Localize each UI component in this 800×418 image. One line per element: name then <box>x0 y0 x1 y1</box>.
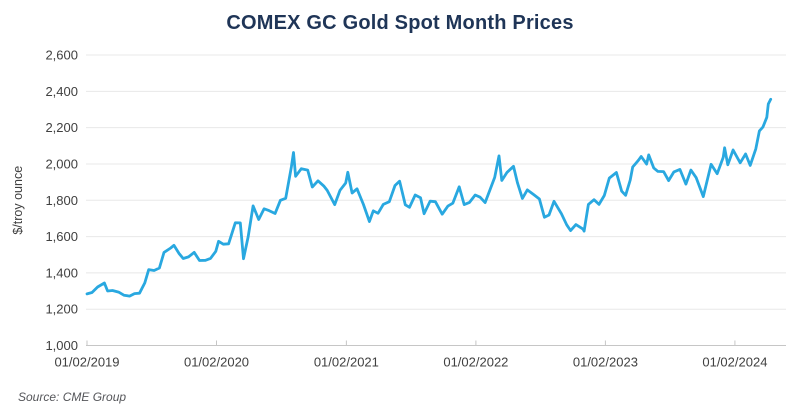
y-tick-label: 2,200 <box>45 120 78 135</box>
y-tick-label: 2,400 <box>45 84 78 99</box>
y-tick-label: 2,600 <box>45 48 78 63</box>
y-tick-label: 2,000 <box>45 156 78 171</box>
x-tick-label: 01/02/2021 <box>314 355 379 370</box>
x-tick-label: 01/02/2024 <box>702 355 767 370</box>
y-tick-label: 1,800 <box>45 193 78 208</box>
source-note: Source: CME Group <box>18 390 127 404</box>
y-tick-label: 1,600 <box>45 229 78 244</box>
x-tick-label: 01/02/2023 <box>573 355 638 370</box>
x-tick-label: 01/02/2019 <box>54 355 119 370</box>
y-tick-label: 1,200 <box>45 302 78 317</box>
y-tick-label: 1,000 <box>45 338 78 353</box>
gold-price-series-line <box>85 97 773 298</box>
x-tick-label: 01/02/2022 <box>443 355 508 370</box>
x-tick-label: 01/02/2020 <box>184 355 249 370</box>
chart-title: COMEX GC Gold Spot Month Prices <box>226 12 574 34</box>
y-axis-title: $/troy ounce <box>11 166 25 235</box>
y-tick-label: 1,400 <box>45 265 78 280</box>
